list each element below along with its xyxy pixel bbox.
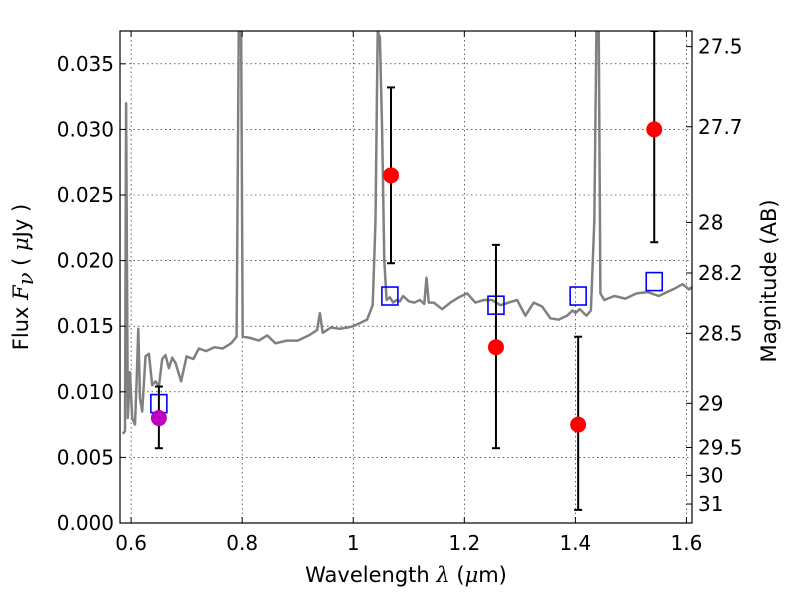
y-tick-label: 0.035: [57, 52, 114, 76]
ticks: 0.6 0.8 1 1.2 1.4 1.6 0.000 0.005 0.010 0.015 0.02…: [57, 31, 743, 555]
y-tick-label: 0.020: [57, 249, 114, 273]
y-tick-label: 0.000: [57, 511, 114, 535]
observed-point: [487, 339, 504, 356]
y-tick-label: 0.025: [57, 183, 114, 207]
x-axis-label: Wavelength λ (μm): [305, 563, 507, 587]
observed-point: [646, 121, 663, 138]
plot-area: [121, 31, 692, 511]
model-square-marker: [645, 271, 664, 292]
y2-tick-label: 28: [698, 210, 723, 234]
x-tick-label: 1.2: [448, 531, 480, 555]
model-square-marker: [569, 286, 587, 306]
x-tick-label: 0.6: [115, 531, 147, 555]
y2-tick-label: 27.5: [698, 35, 743, 59]
x-tick-label: 1.6: [671, 531, 703, 555]
x-tick-label: 1: [347, 531, 360, 555]
y2-tick-label: 29: [698, 391, 723, 415]
x-tick-label: 0.8: [226, 531, 258, 555]
model-square-marker: [381, 286, 399, 306]
axis-labels: Wavelength λ (μm) Flux Fν ( μJy ) Magnit…: [9, 199, 781, 587]
observed-point: [150, 410, 167, 427]
y2-tick-label: 27.7: [698, 115, 743, 139]
axes-frame: [119, 30, 693, 524]
observed-point: [570, 416, 587, 433]
grid: [120, 31, 692, 524]
spectrum-line: [121, 31, 692, 435]
y-tick-label: 0.015: [57, 314, 114, 338]
y-tick-label: 0.030: [57, 117, 114, 141]
y2-tick-label: 29.5: [698, 435, 743, 459]
y2-tick-label: 30: [698, 463, 723, 487]
y-axis-label: Flux Fν ( μJy ): [9, 204, 38, 350]
y2-tick-label: 31: [698, 492, 723, 516]
observed-point: [383, 167, 400, 184]
y2-tick-label: 28.5: [698, 321, 743, 345]
secondary-y-axis-label: Magnitude (AB): [757, 199, 781, 362]
y2-tick-label: 28.2: [698, 261, 743, 285]
x-tick-label: 1.4: [559, 531, 591, 555]
y-tick-label: 0.010: [57, 380, 114, 404]
y-tick-label: 0.005: [57, 445, 114, 469]
